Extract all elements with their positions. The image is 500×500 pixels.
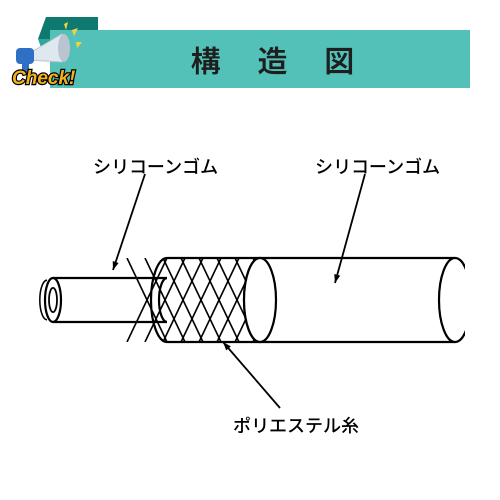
check-text: Check! (12, 68, 75, 89)
callout-label-outer_right: シリコーンゴム (315, 153, 440, 179)
callout-label-outer_left: シリコーンゴム (93, 153, 218, 179)
mesh-braid (122, 208, 460, 392)
banner-title: 構 造 図 (191, 37, 370, 81)
check-badge: Check! (6, 18, 88, 96)
page: 構 造 図 Check! シリコーンゴム シリコーンゴムポリエステル糸 (0, 0, 500, 500)
callout-label-braid: ポリエステル糸 (233, 412, 359, 438)
title-banner: 構 造 図 (50, 30, 470, 88)
structure-diagram: シリコーンゴム シリコーンゴムポリエステル糸 (35, 150, 465, 450)
